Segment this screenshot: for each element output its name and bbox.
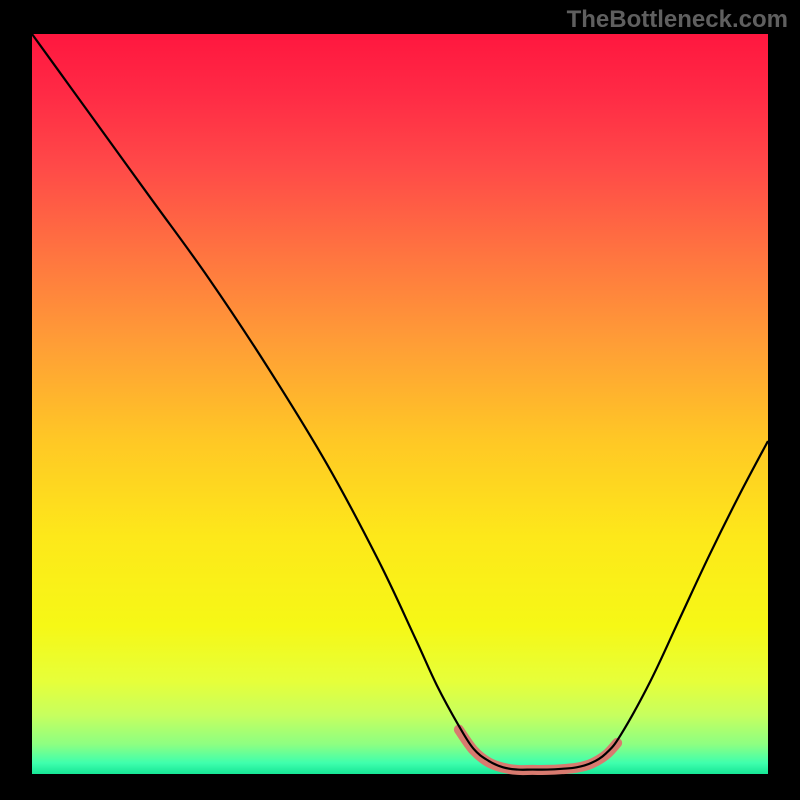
highlight-segment [459,730,617,771]
plot-area [32,34,768,774]
curve-layer [32,34,768,774]
watermark-text: TheBottleneck.com [567,6,788,34]
main-curve [32,34,768,770]
chart-canvas: TheBottleneck.com [0,0,800,800]
